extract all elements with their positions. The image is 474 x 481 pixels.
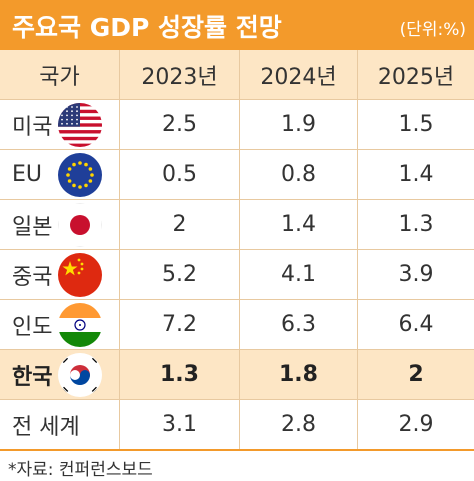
table-row: 전 세계 3.1 2.8 2.9 bbox=[0, 400, 474, 450]
column-header: 국가 bbox=[0, 50, 120, 100]
bottom-rule bbox=[0, 449, 474, 451]
column-header: 2025년 bbox=[358, 50, 474, 100]
country-cell: 미국 bbox=[0, 100, 120, 150]
value-cell: 2 bbox=[358, 350, 474, 400]
value-cell: 5.2 bbox=[120, 250, 240, 300]
source-note: *자료: 컨퍼런스보드 bbox=[8, 460, 153, 480]
value-cell: 2.8 bbox=[240, 400, 358, 450]
value-cell: 2 bbox=[120, 200, 240, 250]
country-name: 인도 bbox=[12, 314, 53, 340]
table-row: 한국 1.3 1.8 2 bbox=[0, 350, 474, 400]
table-row: EU 0.5 0.8 1.4 bbox=[0, 150, 474, 200]
country-cell: 인도 bbox=[0, 300, 120, 350]
unit-label: (단위:%) bbox=[399, 20, 466, 40]
us-flag-icon bbox=[58, 102, 102, 147]
value-cell: 1.4 bbox=[358, 150, 474, 200]
value-cell: 1.5 bbox=[358, 100, 474, 150]
country-name: 중국 bbox=[12, 264, 53, 290]
country-name: 한국 bbox=[12, 364, 53, 390]
country-cell: 일본 bbox=[0, 200, 120, 250]
country-name: 일본 bbox=[12, 214, 53, 240]
title-bar: 주요국 GDP 성장률 전망 (단위:%) bbox=[0, 0, 474, 50]
value-cell: 1.3 bbox=[358, 200, 474, 250]
japan-flag-icon bbox=[58, 202, 102, 247]
value-cell: 1.9 bbox=[240, 100, 358, 150]
country-cell: 전 세계 bbox=[0, 400, 120, 450]
value-cell: 3.9 bbox=[358, 250, 474, 300]
value-cell: 4.1 bbox=[240, 250, 358, 300]
value-cell: 0.5 bbox=[120, 150, 240, 200]
country-name: EU bbox=[12, 162, 43, 187]
value-cell: 1.3 bbox=[120, 350, 240, 400]
value-cell: 2.9 bbox=[358, 400, 474, 450]
value-cell: 0.8 bbox=[240, 150, 358, 200]
value-cell: 6.3 bbox=[240, 300, 358, 350]
value-cell: 6.4 bbox=[358, 300, 474, 350]
eu-flag-icon bbox=[58, 152, 102, 197]
country-cell: 중국 bbox=[0, 250, 120, 300]
india-flag-icon bbox=[58, 302, 102, 347]
value-cell: 3.1 bbox=[120, 400, 240, 450]
country-name: 미국 bbox=[12, 114, 53, 140]
value-cell: 2.5 bbox=[120, 100, 240, 150]
table-row: 미국 2.5 1.9 1.5 bbox=[0, 100, 474, 150]
korea-flag-icon bbox=[58, 352, 102, 397]
value-cell: 7.2 bbox=[120, 300, 240, 350]
country-name: 전 세계 bbox=[12, 414, 80, 440]
table-row: 인도 7.2 6.3 6.4 bbox=[0, 300, 474, 350]
country-cell: EU bbox=[0, 150, 120, 200]
table-row: 중국 5.2 4.1 3.9 bbox=[0, 250, 474, 300]
column-header: 2024년 bbox=[240, 50, 358, 100]
china-flag-icon bbox=[58, 252, 102, 297]
value-cell: 1.4 bbox=[240, 200, 358, 250]
table-row: 일본 2 1.4 1.3 bbox=[0, 200, 474, 250]
header-row: 국가 2023년 2024년 2025년 bbox=[0, 50, 474, 100]
country-cell: 한국 bbox=[0, 350, 120, 400]
column-header: 2023년 bbox=[120, 50, 240, 100]
value-cell: 1.8 bbox=[240, 350, 358, 400]
chart-title: 주요국 GDP 성장률 전망 bbox=[12, 13, 282, 42]
